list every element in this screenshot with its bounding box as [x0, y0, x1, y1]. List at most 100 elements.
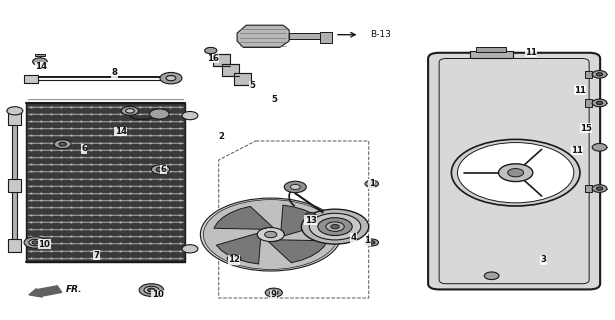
- Circle shape: [148, 288, 155, 292]
- Circle shape: [592, 185, 607, 192]
- Text: 11: 11: [571, 146, 583, 155]
- Circle shape: [139, 284, 164, 296]
- Text: 14: 14: [115, 127, 127, 136]
- Circle shape: [592, 143, 607, 151]
- Circle shape: [144, 286, 159, 294]
- Circle shape: [365, 239, 378, 246]
- Circle shape: [369, 182, 375, 185]
- Bar: [213, 54, 230, 67]
- Bar: [476, 47, 507, 52]
- Text: 10: 10: [38, 240, 50, 249]
- Text: 9: 9: [271, 290, 277, 299]
- Circle shape: [200, 198, 341, 271]
- Circle shape: [33, 58, 47, 66]
- Circle shape: [269, 290, 278, 295]
- FancyArrow shape: [29, 286, 62, 297]
- Bar: [24, 75, 38, 83]
- Text: B-13: B-13: [370, 30, 391, 39]
- Circle shape: [305, 213, 316, 218]
- Text: 2: 2: [219, 132, 225, 141]
- Circle shape: [29, 239, 41, 246]
- Text: 8: 8: [112, 68, 117, 77]
- Circle shape: [484, 272, 499, 280]
- Circle shape: [125, 108, 134, 113]
- Bar: [7, 179, 21, 192]
- Text: 16: 16: [207, 54, 218, 63]
- Circle shape: [458, 142, 574, 203]
- Text: 15: 15: [580, 124, 592, 133]
- Bar: [289, 33, 323, 39]
- Polygon shape: [237, 25, 289, 47]
- Circle shape: [301, 209, 369, 244]
- Bar: [470, 51, 512, 59]
- Bar: [7, 239, 21, 252]
- Circle shape: [205, 47, 217, 54]
- Bar: [12, 116, 17, 249]
- Circle shape: [182, 111, 198, 120]
- Circle shape: [597, 101, 603, 105]
- Circle shape: [508, 169, 523, 177]
- Text: 3: 3: [540, 255, 546, 264]
- Text: 12: 12: [228, 255, 240, 264]
- Text: 5: 5: [250, 81, 255, 90]
- Text: 1: 1: [369, 179, 375, 188]
- Text: 6: 6: [81, 144, 87, 153]
- Circle shape: [318, 218, 352, 236]
- Text: 11: 11: [525, 48, 537, 57]
- Circle shape: [24, 237, 46, 248]
- Bar: [7, 111, 21, 125]
- Circle shape: [284, 181, 306, 193]
- Circle shape: [59, 142, 66, 146]
- Circle shape: [597, 187, 603, 190]
- Bar: [585, 185, 592, 192]
- Polygon shape: [268, 240, 328, 263]
- Circle shape: [228, 255, 240, 262]
- Bar: [26, 103, 185, 261]
- Text: 1: 1: [365, 236, 370, 245]
- Circle shape: [290, 184, 300, 189]
- Text: 4: 4: [351, 233, 357, 242]
- Text: 5: 5: [271, 95, 277, 104]
- Text: FR.: FR.: [66, 284, 82, 294]
- Text: 13: 13: [304, 216, 317, 225]
- Circle shape: [257, 228, 284, 242]
- Circle shape: [160, 72, 182, 84]
- Circle shape: [204, 200, 338, 269]
- Circle shape: [369, 241, 375, 244]
- Circle shape: [592, 70, 607, 78]
- Circle shape: [166, 76, 176, 81]
- Circle shape: [121, 106, 138, 115]
- Circle shape: [7, 107, 23, 115]
- Polygon shape: [281, 205, 325, 236]
- Circle shape: [309, 213, 361, 240]
- Polygon shape: [214, 206, 273, 229]
- Circle shape: [365, 180, 378, 187]
- Text: 7: 7: [93, 251, 100, 260]
- Circle shape: [331, 224, 339, 229]
- Circle shape: [592, 99, 607, 107]
- Circle shape: [54, 140, 71, 148]
- Bar: [222, 64, 239, 76]
- Text: 10: 10: [151, 290, 164, 299]
- Circle shape: [451, 140, 580, 206]
- Circle shape: [156, 167, 165, 172]
- Text: 14: 14: [35, 62, 47, 71]
- Circle shape: [265, 288, 282, 297]
- Circle shape: [32, 241, 38, 244]
- Bar: [35, 54, 45, 56]
- Text: 6: 6: [161, 165, 167, 174]
- Text: 11: 11: [574, 86, 586, 95]
- Bar: [234, 73, 251, 85]
- Circle shape: [597, 73, 603, 76]
- Circle shape: [151, 165, 170, 174]
- Bar: [585, 70, 592, 78]
- Circle shape: [326, 222, 344, 231]
- Polygon shape: [216, 233, 261, 264]
- Bar: [320, 32, 332, 43]
- Circle shape: [149, 109, 169, 119]
- Circle shape: [499, 164, 533, 181]
- Circle shape: [264, 231, 277, 238]
- FancyBboxPatch shape: [428, 53, 600, 289]
- Bar: [585, 99, 592, 107]
- Circle shape: [182, 245, 198, 253]
